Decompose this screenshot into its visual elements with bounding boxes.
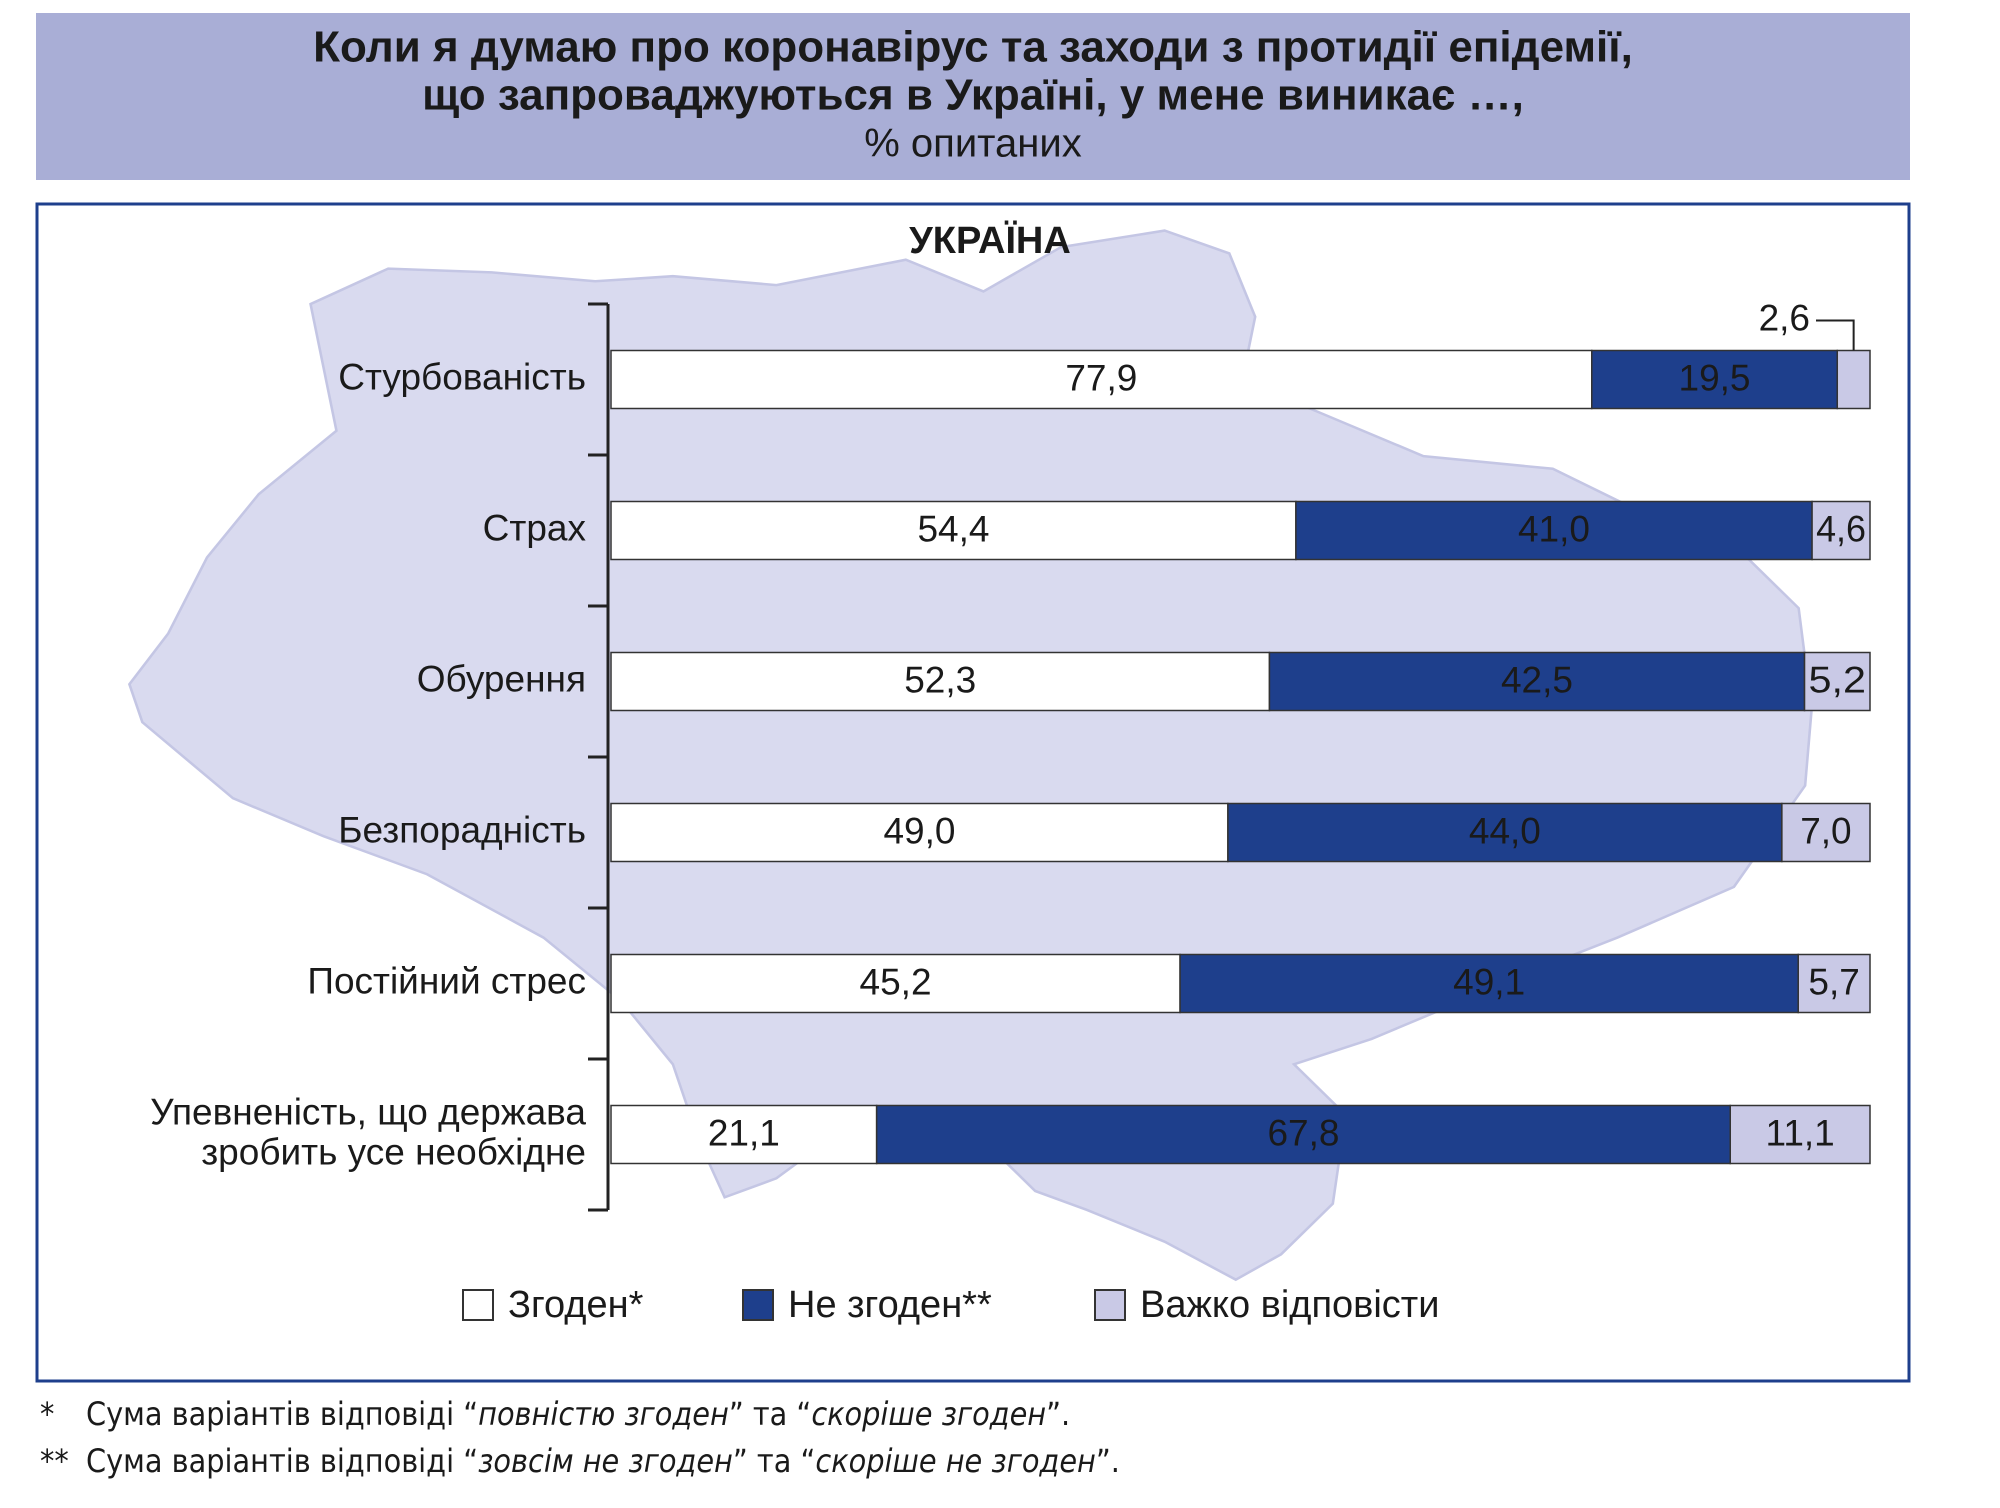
panel-title: УКРАЇНА xyxy=(909,219,1071,262)
data-label: 41,0 xyxy=(1518,508,1590,549)
legend-label: Згоден* xyxy=(508,1284,644,1326)
title-banner xyxy=(36,13,1910,180)
data-label: 44,0 xyxy=(1469,810,1541,851)
bar-segment xyxy=(610,953,1181,1014)
bar-segment xyxy=(610,500,1297,561)
data-label: 2,6 xyxy=(1759,297,1810,338)
footnote-text: скоріше згоден xyxy=(811,1395,1046,1433)
bar-segment xyxy=(1836,349,1871,410)
data-label: 4,6 xyxy=(1816,508,1866,549)
footnote: ** Сума варіантів відповіді “зовсім не з… xyxy=(40,1442,1120,1480)
legend-label: Не згоден** xyxy=(788,1284,992,1326)
bar-segment xyxy=(610,1104,878,1165)
footnote-text: скоріше не згоден xyxy=(815,1442,1096,1480)
data-label: 5,7 xyxy=(1808,961,1859,1002)
label-leader xyxy=(1816,319,1855,351)
category-label: Упевненість, що держава xyxy=(150,1091,586,1132)
category-label: зробить усе необхідне xyxy=(201,1131,586,1172)
data-label: 19,5 xyxy=(1679,357,1751,398)
chart-title: Коли я думаю про коронавірус та заходи з… xyxy=(313,23,1633,72)
bar-segment xyxy=(1591,349,1839,410)
bar-segment xyxy=(1295,500,1813,561)
data-label: 52,3 xyxy=(904,659,976,700)
data-label: 67,8 xyxy=(1267,1112,1339,1153)
legend-swatch xyxy=(742,1289,774,1321)
data-label: 77,9 xyxy=(1065,357,1137,398)
bar-segment xyxy=(1797,953,1871,1014)
data-label: 7,0 xyxy=(1800,810,1851,851)
bar-segment xyxy=(1227,802,1783,863)
legend-swatch xyxy=(462,1289,494,1321)
category-label: Постійний стрес xyxy=(307,960,586,1001)
bar-segment xyxy=(1729,1104,1871,1165)
chart-subtitle: % опитаних xyxy=(864,122,1081,166)
footnote-text: повністю згоден xyxy=(478,1395,729,1433)
footnote-text: Сума варіантів відповіді “ xyxy=(86,1395,478,1433)
footnote-text: ”. xyxy=(1046,1395,1070,1433)
legend-swatch xyxy=(1094,1289,1126,1321)
data-label: 49,0 xyxy=(883,810,955,851)
data-label: 11,1 xyxy=(1765,1112,1834,1153)
bar-segment xyxy=(875,1104,1732,1165)
bar-segment xyxy=(610,802,1229,863)
footnote-text: Сума варіантів відповіді “ xyxy=(86,1442,478,1480)
footnote: * Сума варіантів відповіді “повністю зго… xyxy=(40,1395,1070,1433)
footnote-text: ”. xyxy=(1096,1442,1120,1480)
map-background xyxy=(127,229,1813,1282)
bar-segment xyxy=(1803,651,1871,712)
data-label: 49,1 xyxy=(1453,961,1525,1002)
data-label: 5,2 xyxy=(1809,659,1866,700)
bar-segment xyxy=(610,651,1271,712)
data-label: 54,4 xyxy=(917,508,989,549)
data-label: 21,1 xyxy=(708,1112,780,1153)
data-label: 42,5 xyxy=(1501,659,1573,700)
category-label: Страх xyxy=(483,507,587,548)
bar-segment xyxy=(610,349,1593,410)
bar-segment xyxy=(1268,651,1806,712)
data-label: 45,2 xyxy=(860,961,932,1002)
footnote-text: ” та “ xyxy=(729,1395,812,1433)
footnote-marker: * xyxy=(40,1395,54,1433)
footnote-text: зовсім не згоден xyxy=(478,1442,733,1480)
bar-segment xyxy=(1179,953,1799,1014)
category-label: Обурення xyxy=(417,658,586,699)
category-label: Стурбованість xyxy=(338,356,586,397)
chart-title: що запроваджуються в Україні, у мене вин… xyxy=(422,71,1524,120)
bar-segment xyxy=(1811,500,1871,561)
footnote-marker: ** xyxy=(40,1442,69,1480)
category-label: Безпорадність xyxy=(338,809,586,850)
legend-label: Важко відповісти xyxy=(1140,1284,1439,1326)
footnote-text: ” та “ xyxy=(733,1442,816,1480)
bar-segment xyxy=(1781,802,1871,863)
